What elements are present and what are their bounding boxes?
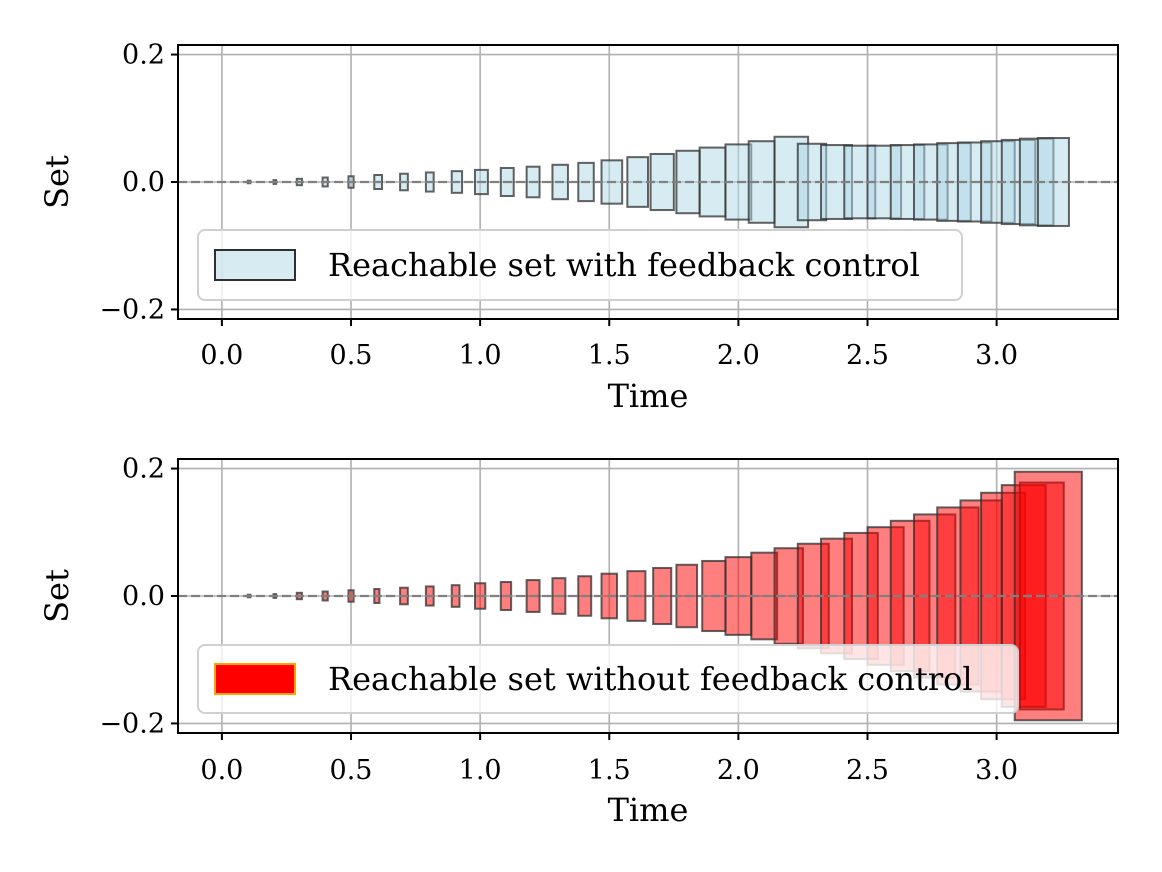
y-axis-title: Set: [38, 569, 76, 623]
legend-box: [197, 644, 1019, 714]
legend: Reachable set without feedback control: [197, 644, 1019, 714]
bottom-subplot: 0.0 0.5 1.0 1.5 2.0 2.5 3.0 0.2 0.0 −0.2 Time Set Re…: [38, 454, 1119, 829]
x-tick-label: 3.0: [975, 755, 1018, 786]
y-tick-label: −0.2: [99, 708, 165, 739]
legend-label: Reachable set without feedback control: [328, 660, 973, 698]
x-tick-label: 1.5: [588, 755, 631, 786]
x-axis-title: Time: [608, 377, 689, 415]
x-tick-label: 2.5: [846, 755, 889, 786]
legend-box: [197, 229, 963, 301]
y-tick-label: 0.2: [122, 454, 165, 485]
y-tick-label: 0.2: [122, 40, 165, 71]
x-tick-label: 2.5: [846, 340, 889, 371]
y-tick-label: −0.2: [99, 294, 165, 325]
x-tick-label: 0.0: [200, 755, 243, 786]
legend-swatch: [214, 663, 296, 695]
y-tick-label: 0.0: [122, 581, 165, 612]
x-tick-label: 3.0: [975, 340, 1018, 371]
x-axis-title: Time: [608, 791, 689, 829]
x-tick-label: 2.0: [717, 340, 760, 371]
x-tick-label: 2.0: [717, 755, 760, 786]
legend-label: Reachable set with feedback control: [328, 246, 920, 284]
top-subplot: 0.0 0.5 1.0 1.5 2.0 2.5 3.0 0.2 0.0 −0.2 Time Set Re…: [38, 40, 1119, 415]
legend: Reachable set with feedback control: [197, 229, 963, 301]
x-tick-label: 0.0: [200, 340, 243, 371]
y-axis-title: Set: [38, 155, 76, 209]
x-tick-label: 1.0: [459, 340, 502, 371]
x-tick-label: 1.0: [459, 755, 502, 786]
x-tick-label: 0.5: [330, 755, 373, 786]
y-tick-label: 0.0: [122, 167, 165, 198]
x-tick-label: 1.5: [588, 340, 631, 371]
x-tick-label: 0.5: [330, 340, 373, 371]
legend-swatch: [214, 249, 296, 281]
